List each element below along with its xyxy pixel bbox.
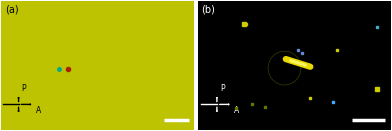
- Text: A: A: [36, 106, 41, 115]
- Text: P: P: [220, 84, 224, 93]
- Text: P: P: [22, 84, 26, 93]
- Text: (a): (a): [5, 5, 19, 15]
- Text: A: A: [234, 106, 240, 115]
- Text: (b): (b): [201, 5, 215, 15]
